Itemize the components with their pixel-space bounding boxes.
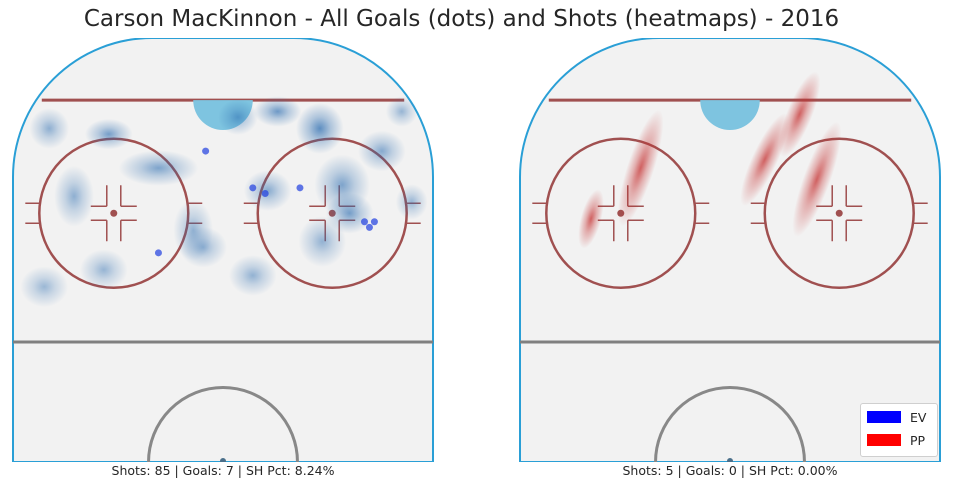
goal-dot — [154, 249, 162, 257]
center-circle — [654, 386, 806, 462]
legend-label-pp: PP — [910, 432, 926, 448]
legend-swatch-ev — [867, 411, 901, 423]
goal-dot — [296, 184, 304, 192]
legend: EV PP — [860, 403, 938, 457]
faceoff-circle — [545, 137, 697, 289]
shot-heatmap-blob — [20, 266, 69, 308]
shot-heatmap-blob — [84, 118, 133, 150]
shot-heatmap-blob — [578, 189, 604, 249]
shot-heatmap-blob — [740, 113, 790, 206]
center-dot — [727, 458, 733, 462]
legend-item-pp: PP — [867, 432, 926, 448]
goal-dot — [261, 189, 269, 197]
legend-swatch-pp — [867, 434, 901, 446]
faceoff-dot — [110, 209, 118, 217]
stats-text-pp: Shots: 5 | Goals: 0 | SH Pct: 0.00% — [622, 463, 838, 478]
stats-text-ev: Shots: 85 | Goals: 7 | SH Pct: 8.24% — [111, 463, 335, 478]
goal-dot — [360, 218, 368, 226]
rink-group — [519, 38, 941, 462]
shot-heatmap-blob — [298, 216, 347, 267]
shot-heatmap-blob — [358, 130, 406, 172]
chart-title: Carson MacKinnon - All Goals (dots) and … — [83, 6, 840, 32]
shot-heatmap-blob — [778, 71, 821, 158]
shot-heatmap-blob — [118, 150, 199, 186]
rink-panel-pp — [519, 38, 941, 462]
legend-label-ev: EV — [910, 409, 927, 425]
shot-heatmap-blob — [29, 108, 70, 149]
shot-heatmap-blob — [385, 96, 418, 127]
shot-heatmap-blob — [792, 121, 842, 237]
center-dot — [220, 458, 226, 462]
goal-crease — [700, 100, 760, 130]
heatmap-group — [578, 71, 842, 249]
goal-dot — [370, 218, 378, 226]
shot-heatmap-blob — [179, 226, 227, 268]
goal-dot — [365, 223, 373, 231]
shot-heatmap-blob — [80, 249, 128, 291]
shot-heatmap-blob — [395, 184, 428, 220]
goals-group — [154, 147, 378, 257]
shot-heatmap-blob — [54, 165, 94, 227]
faceoff-dot — [835, 209, 843, 217]
heatmap-group — [20, 96, 428, 308]
shot-heatmap-blob — [295, 103, 344, 154]
shot-heatmap-blob — [228, 255, 277, 296]
rink-panel-ev — [12, 38, 434, 462]
legend-item-ev: EV — [867, 409, 927, 425]
center-circle — [147, 386, 299, 462]
shot-heatmap-blob — [218, 99, 258, 135]
shot-heatmap-blob — [243, 170, 292, 211]
shot-heatmap-blob — [253, 96, 302, 127]
goal-dot — [202, 147, 210, 155]
goal-dot — [249, 184, 257, 192]
shot-heatmap-blob — [617, 109, 664, 227]
